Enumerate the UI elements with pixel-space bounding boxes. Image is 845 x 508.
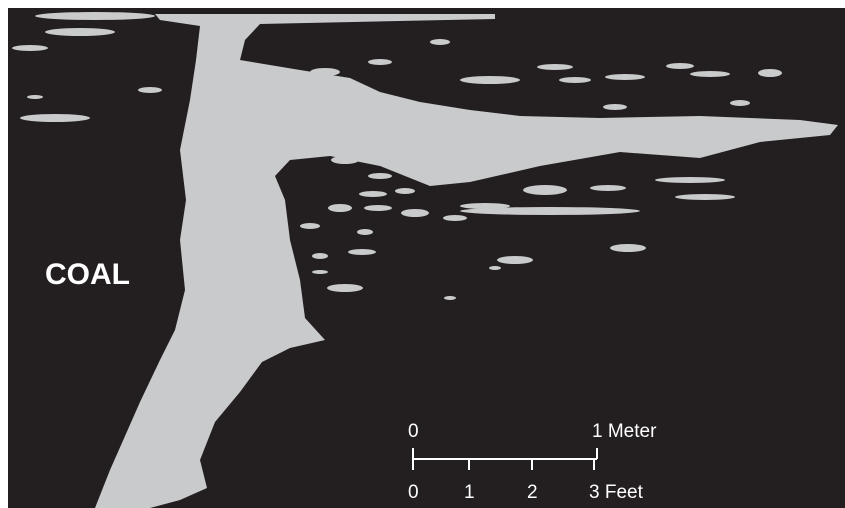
scale-label: 3 Feet	[589, 482, 644, 503]
scale-label: 1 Meter	[592, 421, 657, 442]
page: COAL 0 1 Meter 0 1 2 3 Feet (() => { con…	[0, 0, 845, 508]
rock-label: COAL	[45, 258, 130, 291]
scale-label: 0	[408, 482, 419, 503]
scale-label: 1	[464, 482, 475, 503]
scale-label: 2	[527, 482, 538, 503]
scale-label: 0	[408, 421, 419, 442]
illustration: COAL 0 1 Meter 0 1 2 3 Feet	[0, 0, 845, 508]
